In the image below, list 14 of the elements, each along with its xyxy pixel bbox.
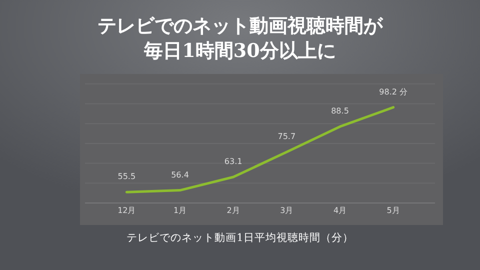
x-tick-label: 5月 — [386, 206, 400, 215]
x-tick-label: 2月 — [226, 206, 240, 215]
data-label: 75.7 — [278, 132, 296, 141]
data-label: 55.5 — [118, 172, 136, 182]
data-label: 63.1 — [224, 157, 242, 166]
chart-title: テレビでのネット動画視聴時間が毎日1時間30分以上に — [98, 15, 384, 62]
data-label: 98.2 分 — [379, 87, 408, 96]
x-tick-label: 4月 — [333, 206, 347, 215]
x-axis-title: テレビでのネット動画1日平均視聴時間（分） — [126, 231, 354, 244]
x-tick-label: 3月 — [280, 206, 294, 215]
data-label: 56.4 — [171, 170, 189, 180]
x-tick-label: 12月 — [118, 206, 136, 215]
x-tick-label: 1月 — [173, 206, 187, 215]
data-label: 88.5 — [331, 106, 349, 116]
